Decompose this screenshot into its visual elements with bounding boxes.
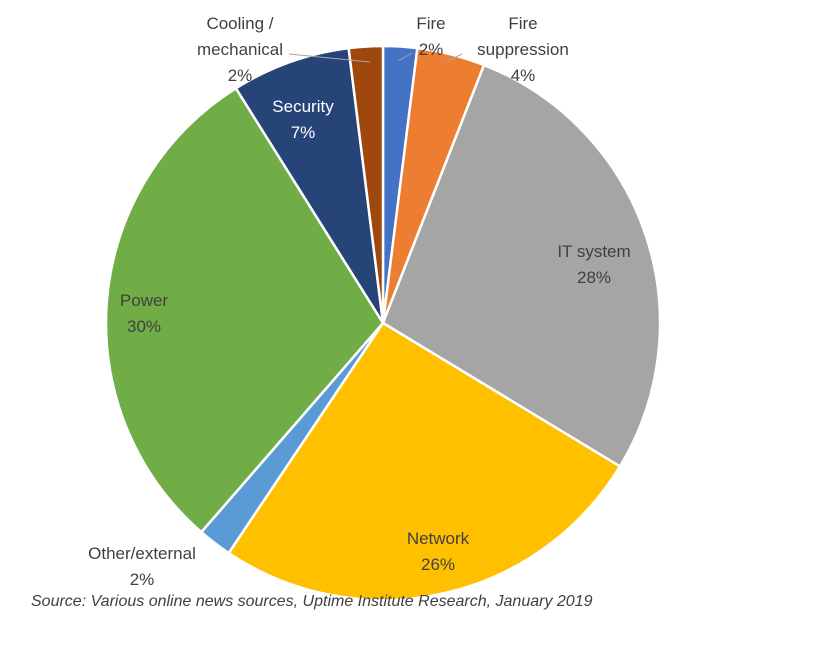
data-label-1-line-2: 4%: [511, 66, 536, 85]
data-label-5-line-1: 30%: [127, 317, 161, 336]
data-label-2-line-1: 28%: [577, 268, 611, 287]
data-label-1: Fire suppression 4%: [477, 14, 569, 85]
pie-slice-3: [227, 321, 622, 602]
data-label-6-line-0: Security: [272, 97, 334, 116]
data-label-7: Cooling / mechanical 2%: [197, 14, 283, 85]
data-label-0: Fire 2%: [416, 14, 445, 59]
data-label-7-line-0: Cooling /: [206, 14, 273, 33]
data-label-3-line-1: 26%: [421, 555, 455, 574]
pie-slice-6: [234, 46, 385, 325]
data-label-7-line-2: 2%: [228, 66, 253, 85]
data-label-6-line-1: 7%: [291, 123, 316, 142]
data-label-3-line-0: Network: [407, 529, 470, 548]
data-label-0-line-0: Fire: [416, 14, 445, 33]
leader-lines-layer: [288, 52, 463, 63]
data-label-4-line-1: 2%: [130, 570, 155, 589]
data-label-5-line-0: Power: [120, 291, 169, 310]
data-labels-layer: Fire 2% Fire suppression 4% IT system 28% Netwo…: [88, 14, 631, 589]
pie-slice-5: [104, 87, 385, 534]
data-label-7-line-1: mechanical: [197, 40, 283, 59]
leader-line-7: [288, 53, 371, 63]
slices-layer: [104, 44, 662, 602]
leader-line-0: [397, 52, 413, 62]
leader-line-1: [445, 53, 463, 63]
data-label-0-line-1: 2%: [419, 40, 444, 59]
pie-slice-2: [381, 63, 662, 468]
pie-slice-7: [347, 44, 385, 325]
data-label-1-line-0: Fire: [508, 14, 537, 33]
data-label-2: IT system 28%: [557, 242, 630, 287]
data-label-6: Security 7%: [272, 97, 334, 142]
data-label-5: Power 30%: [120, 291, 169, 336]
source-note: Source: Various online news sources, Upt…: [31, 593, 593, 610]
data-label-3: Network 26%: [407, 529, 470, 574]
data-label-1-line-1: suppression: [477, 40, 569, 59]
data-label-2-line-0: IT system: [557, 242, 630, 261]
data-label-4: Other/external 2%: [88, 544, 196, 589]
data-label-4-line-0: Other/external: [88, 544, 196, 563]
